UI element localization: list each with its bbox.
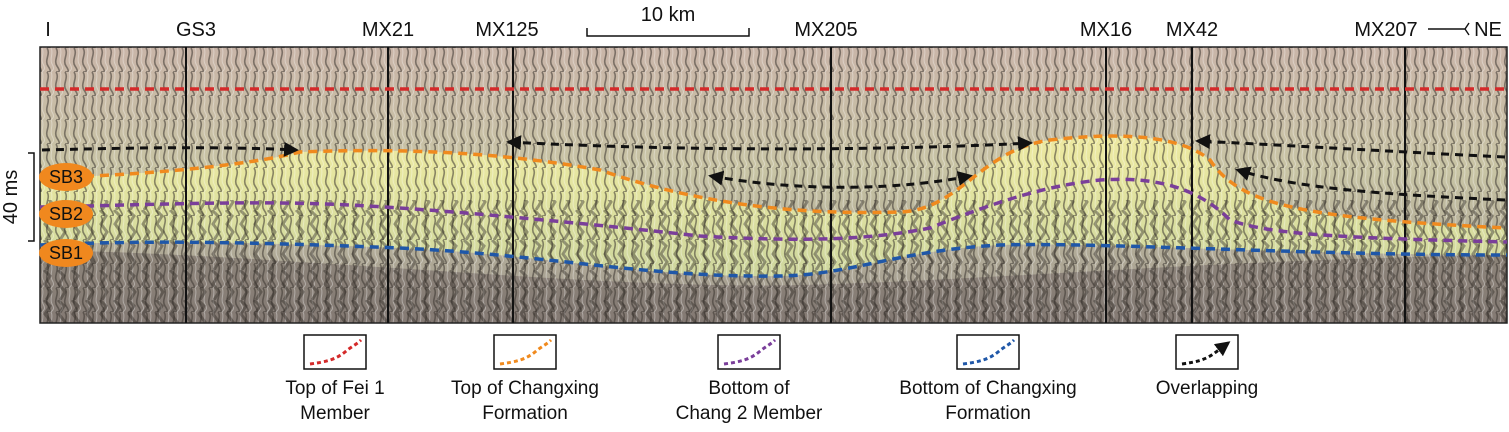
time-scale-label: 40 ms <box>0 170 22 224</box>
overlap-arrow-4 <box>1195 134 1506 159</box>
legend-label-line2: Chang 2 Member <box>676 403 823 424</box>
horizons <box>39 87 1508 278</box>
overlap-arrows <box>41 134 1506 202</box>
time-scale-bracket <box>28 152 35 242</box>
overlap-arrow-2 <box>506 135 1033 152</box>
legend-item-top-changxing: Top of Changxing Formation <box>451 334 599 424</box>
sb2-label: SB2 <box>49 204 83 224</box>
well-label-mx21: MX21 <box>362 19 414 41</box>
horizon-bottom-changxing <box>39 240 1508 278</box>
trace-texture-dark <box>40 200 1507 323</box>
legend-label-line1: Top of Changxing <box>451 378 599 399</box>
legend-item-bottom-chang2: Bottom of Chang 2 Member <box>676 334 823 424</box>
sb3-label: SB3 <box>49 167 83 187</box>
legend-label-line2: Formation <box>945 403 1031 424</box>
legend-label-line1: Overlapping <box>1156 378 1258 399</box>
legend-swatch-box <box>303 334 367 370</box>
well-label-mx205: MX205 <box>794 19 857 41</box>
well-label-mx207: MX207 <box>1354 19 1417 41</box>
left-end-label: I <box>45 19 51 41</box>
panel-border <box>39 46 1508 324</box>
seismic-panel <box>39 46 1508 324</box>
direction-arrow-icon <box>1428 22 1470 36</box>
legend-label-line1: Bottom of <box>708 378 790 399</box>
distance-scale-bar <box>586 28 750 37</box>
legend-swatch-top-fei1 <box>309 338 363 366</box>
legend-swatch-box <box>717 334 781 370</box>
top-labels: I GS3 MX21 MX125 MX205 MX16 MX42 MX207 N… <box>45 4 1502 41</box>
legend-swatch-overlapping <box>1181 341 1231 366</box>
legend-swatch-box <box>956 334 1020 370</box>
legend-swatch-box <box>493 334 557 370</box>
legend-swatch-top-changxing <box>499 338 553 366</box>
overlap-arrow-1 <box>41 141 299 157</box>
legend-label-line2: Member <box>300 403 370 424</box>
legend-item-top-fei1: Top of Fei 1 Member <box>285 334 385 424</box>
overlap-arrow-3 <box>708 170 973 189</box>
sb1-label: SB1 <box>49 243 83 263</box>
legend-label-line1: Top of Fei 1 <box>285 378 384 399</box>
sb3-badge: SB3 <box>39 163 93 191</box>
well-label-mx42: MX42 <box>1166 19 1218 41</box>
legend-label-line1: Bottom of Changxing <box>899 378 1076 399</box>
sb2-badge: SB2 <box>39 200 93 228</box>
distance-scale-label: 10 km <box>641 4 695 26</box>
legend-item-bottom-changxing: Bottom of Changxing Formation <box>899 334 1077 424</box>
well-label-gs3: GS3 <box>176 19 216 41</box>
time-scale: 40 ms <box>0 152 35 242</box>
legend: Top of Fei 1 Member Top of Changxing For… <box>285 334 1258 424</box>
right-end-label: NE <box>1474 19 1502 41</box>
legend-label-line2: Formation <box>482 403 568 424</box>
sb1-badge: SB1 <box>39 239 93 267</box>
horizon-top-changxing <box>39 134 1508 230</box>
legend-swatch-bottom-changxing <box>962 338 1016 366</box>
legend-swatch-bottom-chang2 <box>723 338 777 366</box>
sb-badges: SB3 SB2 SB1 <box>39 163 93 267</box>
well-label-mx16: MX16 <box>1080 19 1132 41</box>
overlap-arrow-5 <box>1235 166 1506 202</box>
well-label-mx125: MX125 <box>475 19 538 41</box>
legend-item-overlapping: Overlapping <box>1156 334 1258 399</box>
